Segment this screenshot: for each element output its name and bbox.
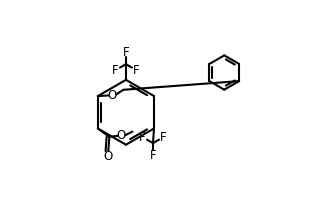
Text: F: F — [112, 64, 119, 77]
Text: F: F — [150, 149, 156, 162]
Text: F: F — [160, 131, 167, 144]
Text: F: F — [139, 131, 146, 144]
Text: F: F — [123, 46, 129, 59]
Text: O: O — [108, 89, 117, 102]
Text: O: O — [104, 151, 113, 163]
Text: F: F — [133, 64, 140, 77]
Text: O: O — [117, 129, 126, 142]
